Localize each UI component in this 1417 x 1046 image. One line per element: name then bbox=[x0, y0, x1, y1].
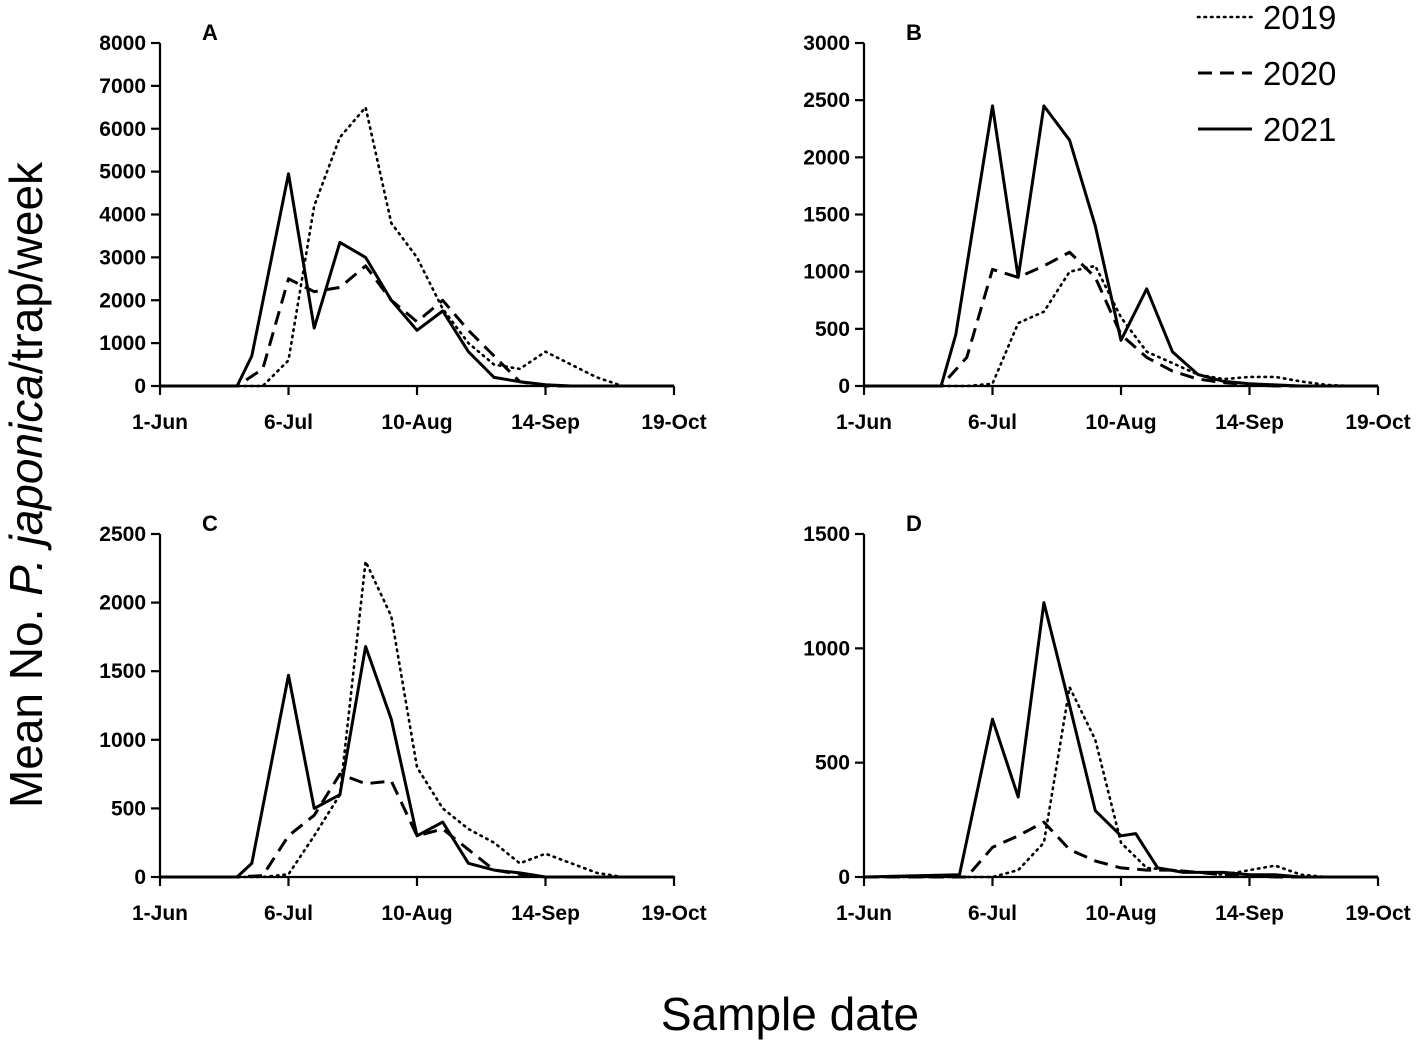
series-2020-c bbox=[160, 772, 674, 879]
series-2019-a bbox=[158, 106, 676, 388]
series-2020-b bbox=[864, 250, 1378, 388]
y-tick-label-d: 1000 bbox=[803, 637, 850, 660]
x-axis-title: Sample date bbox=[661, 988, 919, 1040]
panel-a: 0 1000 2000 3000 4000 5000 6000 7000 8000 1-Jun 6-… bbox=[99, 20, 706, 434]
y-tick-label-b: 2500 bbox=[803, 89, 850, 112]
y-tick-label-a: 8000 bbox=[99, 32, 146, 55]
y-tick-label-a: 0 bbox=[134, 375, 146, 398]
y-tick-label-b: 1500 bbox=[803, 204, 850, 227]
panel-letter-b: B bbox=[906, 20, 922, 45]
y-tick-label-a: 6000 bbox=[99, 118, 146, 141]
y-axis-title-suffix: /trap/week bbox=[0, 161, 52, 374]
y-tick-label-c: 1500 bbox=[99, 660, 146, 683]
series-2021-b bbox=[864, 104, 1378, 388]
y-tick-label-a: 1000 bbox=[99, 332, 146, 355]
x-tick-label-b: 10-Aug bbox=[1085, 411, 1156, 434]
series-2021-c bbox=[160, 645, 674, 879]
x-tick-label-d: 6-Jul bbox=[968, 902, 1017, 925]
x-tick-label-c: 14-Sep bbox=[511, 902, 580, 925]
x-tick-label-a: 6-Jul bbox=[264, 411, 313, 434]
x-tick-label-c: 6-Jul bbox=[264, 902, 313, 925]
legend-label-2021: 2021 bbox=[1263, 111, 1336, 148]
legend-label-2020: 2020 bbox=[1263, 55, 1336, 92]
series-2021-a bbox=[160, 172, 674, 388]
y-tick-label-d: 1500 bbox=[803, 523, 850, 546]
x-tick-label-c: 1-Jun bbox=[132, 902, 188, 925]
panel-letter-d: D bbox=[906, 511, 922, 536]
x-tick-label-d: 19-Oct bbox=[1345, 902, 1410, 925]
y-tick-label-a: 7000 bbox=[99, 75, 146, 98]
x-tick-label-d: 10-Aug bbox=[1085, 902, 1156, 925]
x-tick-label-b: 14-Sep bbox=[1215, 411, 1284, 434]
y-tick-label-a: 4000 bbox=[99, 204, 146, 227]
x-tick-label-a: 14-Sep bbox=[511, 411, 580, 434]
x-tick-label-a: 19-Oct bbox=[641, 411, 706, 434]
y-tick-label-a: 5000 bbox=[99, 161, 146, 184]
y-tick-label-b: 2000 bbox=[803, 146, 850, 169]
x-tick-label-d: 14-Sep bbox=[1215, 902, 1284, 925]
y-tick-label-c: 1000 bbox=[99, 729, 146, 752]
series-2020-d bbox=[864, 820, 1378, 879]
y-tick-label-b: 0 bbox=[838, 375, 850, 398]
y-axis-title-species: P. japonica bbox=[0, 374, 52, 596]
x-tick-label-b: 6-Jul bbox=[968, 411, 1017, 434]
y-tick-label-a: 2000 bbox=[99, 289, 146, 312]
y-tick-label-d: 0 bbox=[838, 866, 850, 889]
panel-letter-a: A bbox=[202, 20, 218, 45]
x-tick-label-b: 19-Oct bbox=[1345, 411, 1410, 434]
x-tick-label-a: 10-Aug bbox=[381, 411, 452, 434]
x-tick-label-d: 1-Jun bbox=[836, 902, 892, 925]
y-axis-title-prefix: Mean No. bbox=[0, 596, 52, 808]
panel-d: 0 500 1000 1500 1-Jun 6-Jul 10-Aug 14-Sep 19-Oct… bbox=[803, 511, 1410, 925]
series-2019-c bbox=[158, 560, 676, 879]
x-tick-label-a: 1-Jun bbox=[132, 411, 188, 434]
series-2019-b bbox=[862, 264, 1380, 388]
y-tick-label-b: 1000 bbox=[803, 261, 850, 284]
y-tick-label-b: 3000 bbox=[803, 32, 850, 55]
panel-c: 0 500 1000 1500 2000 2500 1-Jun 6-Jul 10-Aug 14-S… bbox=[99, 511, 706, 925]
series-2021-d bbox=[863, 601, 1378, 879]
y-axis-title: Mean No. P. japonica/trap/week bbox=[0, 161, 52, 808]
series-2020-a bbox=[160, 264, 674, 388]
x-tick-label-b: 1-Jun bbox=[836, 411, 892, 434]
x-tick-label-c: 10-Aug bbox=[381, 902, 452, 925]
y-tick-label-c: 0 bbox=[134, 866, 146, 889]
series-2019-d bbox=[862, 685, 1380, 879]
x-tick-label-c: 19-Oct bbox=[641, 902, 706, 925]
y-tick-label-c: 2000 bbox=[99, 592, 146, 615]
y-tick-label-d: 500 bbox=[815, 752, 850, 775]
legend-label-2019: 2019 bbox=[1263, 0, 1336, 36]
y-tick-label-b: 500 bbox=[815, 318, 850, 341]
panel-b: 0 500 1000 1500 2000 2500 3000 1-Jun 6-Jul 10-Aug… bbox=[803, 20, 1410, 434]
y-tick-label-a: 3000 bbox=[99, 246, 146, 269]
y-tick-label-c: 2500 bbox=[99, 523, 146, 546]
panel-letter-c: C bbox=[202, 511, 218, 536]
y-tick-label-c: 500 bbox=[111, 797, 146, 820]
legend: 2019 2020 2021 bbox=[1196, 0, 1336, 148]
